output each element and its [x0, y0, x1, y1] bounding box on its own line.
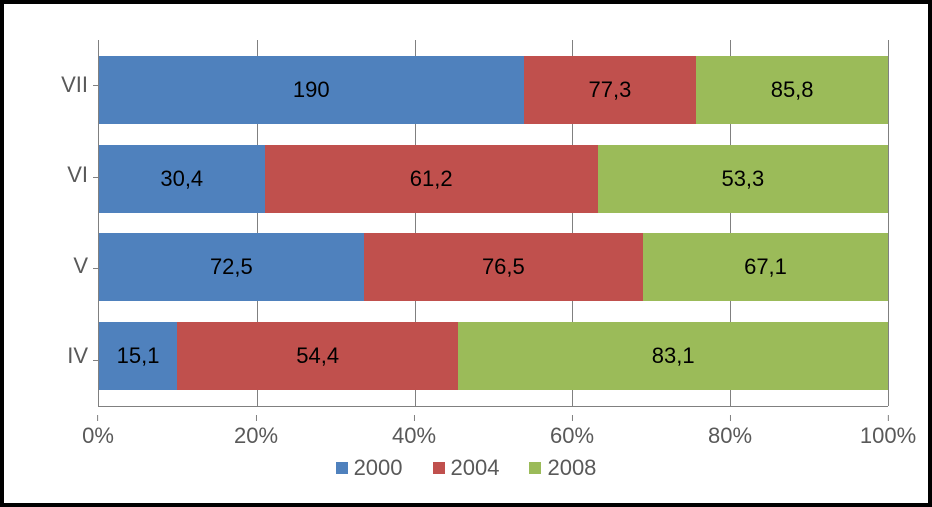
bar-segment: 15,1	[99, 322, 177, 390]
plot-wrap: IV V VI VII 15,154,483,1 72,576,567,1 30,4…	[44, 40, 888, 407]
y-tick-mark	[93, 177, 99, 178]
legend-label: 2004	[451, 455, 500, 481]
bar-segment: 85,8	[696, 56, 888, 124]
x-tick: 40%	[392, 415, 436, 449]
bar-row: 19077,385,8	[99, 56, 888, 124]
y-tick-label: VII	[61, 51, 88, 119]
x-tick: 0%	[82, 415, 114, 449]
x-tick: 20%	[234, 415, 278, 449]
x-tick-mark	[97, 415, 98, 421]
bar-segment: 30,4	[99, 145, 265, 213]
bar-row: 15,154,483,1	[99, 322, 888, 390]
y-tick-mark	[93, 360, 99, 361]
x-tick-label: 40%	[392, 423, 436, 449]
x-tick-label: 80%	[708, 423, 752, 449]
legend-item-2000: 2000	[336, 455, 403, 481]
bar-segment: 61,2	[265, 145, 598, 213]
bar-segment: 190	[99, 56, 524, 124]
bar-segment: 77,3	[524, 56, 697, 124]
x-tick-label: 60%	[550, 423, 594, 449]
bar-segment: 83,1	[458, 322, 888, 390]
bar-row: 72,576,567,1	[99, 233, 888, 301]
legend-item-2008: 2008	[529, 455, 596, 481]
legend-label: 2008	[547, 455, 596, 481]
x-tick: 80%	[708, 415, 752, 449]
plot-area: 15,154,483,172,576,567,130,461,253,31907…	[98, 40, 888, 407]
y-axis: IV V VI VII	[44, 40, 98, 407]
x-tick-mark	[729, 415, 730, 421]
bar-segment: 67,1	[643, 233, 888, 301]
y-tick-mark	[93, 268, 99, 269]
bar-segment: 53,3	[598, 145, 888, 213]
bar-segment: 76,5	[364, 233, 643, 301]
x-ticks-holder: 0%20%40%60%80%100%	[98, 415, 888, 449]
legend: 2000 2004 2008	[44, 455, 888, 481]
x-tick: 60%	[550, 415, 594, 449]
legend-label: 2000	[354, 455, 403, 481]
x-tick: 100%	[860, 415, 916, 449]
chart-frame: IV V VI VII 15,154,483,1 72,576,567,1 30,4…	[0, 0, 932, 507]
y-tick-label: V	[73, 232, 88, 300]
x-tick-mark	[413, 415, 414, 421]
bar-row: 30,461,253,3	[99, 145, 888, 213]
y-tick-label: IV	[67, 322, 88, 390]
x-tick-label: 100%	[860, 423, 916, 449]
x-tick-mark	[255, 415, 256, 421]
x-tick-mark	[571, 415, 572, 421]
bars-container: 15,154,483,172,576,567,130,461,253,31907…	[99, 40, 888, 406]
legend-swatch-icon	[529, 462, 541, 474]
bar-segment: 72,5	[99, 233, 364, 301]
legend-swatch-icon	[433, 462, 445, 474]
y-tick-mark	[93, 85, 99, 86]
x-tick-label: 20%	[234, 423, 278, 449]
legend-item-2004: 2004	[433, 455, 500, 481]
x-tick-label: 0%	[82, 423, 114, 449]
bar-segment: 54,4	[177, 322, 458, 390]
legend-swatch-icon	[336, 462, 348, 474]
gridline	[888, 40, 889, 406]
y-tick-label: VI	[67, 141, 88, 209]
x-tick-mark	[888, 415, 889, 421]
x-axis: 0%20%40%60%80%100%	[44, 415, 888, 449]
